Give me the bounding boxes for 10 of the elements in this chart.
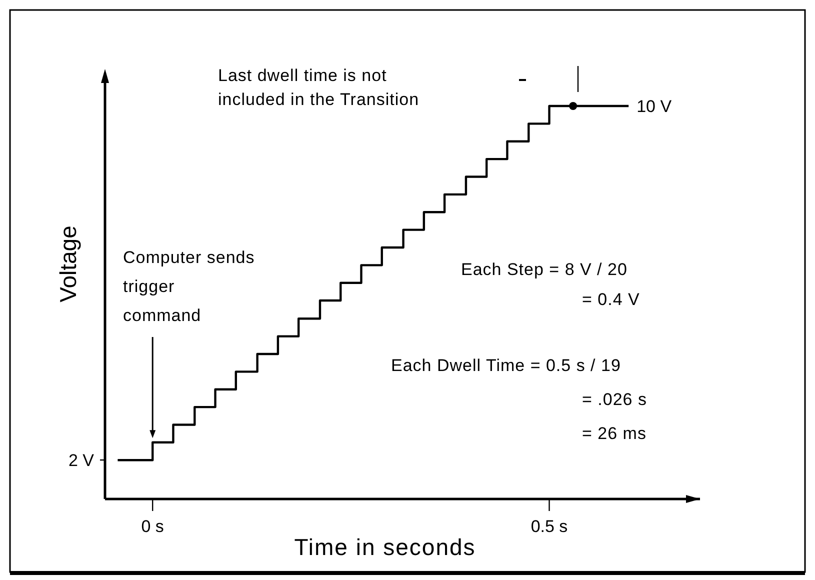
annotation: Each Step = 8 V / 20 = 0.4 V [461, 260, 640, 309]
x-axis-title: Time in seconds [294, 534, 476, 560]
annotation: 10 V [636, 97, 672, 116]
annotation: Last dwell time is not included in the Transition [218, 66, 420, 109]
x-tick-label: 0 s [141, 517, 164, 536]
x-tick-label: 0.5 s [530, 517, 568, 536]
annotation: Computer sends trigger command [123, 248, 255, 325]
annotation: Each Dwell Time = 0.5 s / 19 = .026 s = 26 ms [391, 356, 647, 443]
y-axis-title: Voltage [55, 226, 81, 302]
text: 2 V [68, 451, 95, 470]
